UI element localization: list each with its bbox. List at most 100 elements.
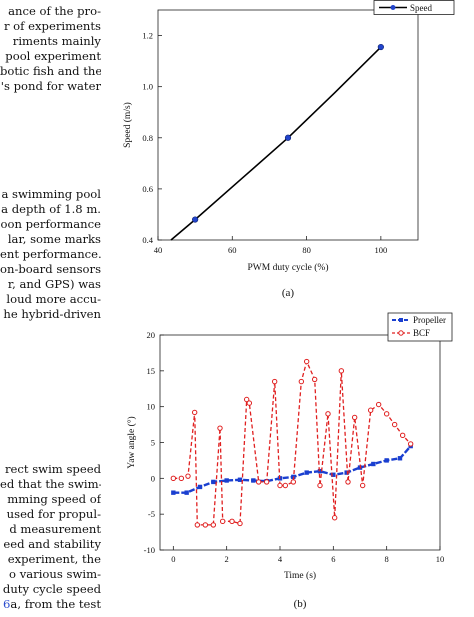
bcf-data-point — [194, 522, 201, 528]
y-tick-label: 0.6 — [142, 184, 153, 194]
bcf-data-point — [243, 396, 250, 403]
bcf-data-point — [229, 518, 235, 525]
text-line: ed that the swim- — [0, 477, 101, 491]
propeller-data-point — [197, 484, 203, 490]
bcf-data-point — [255, 479, 262, 485]
yaw-angle-chart: 0 2 4 6 8 10 -10 -5 0 5 10 15 20 Time (s) Yaw angle (°… — [126, 312, 453, 610]
panel-caption-a: (a) — [282, 287, 295, 299]
text-line: used for propul- — [6, 507, 101, 521]
y-axis-label: Yaw angle (°) — [126, 416, 137, 468]
body-text-block-1: ance of the pro- r of experiments riment… — [0, 4, 101, 94]
text-line: 6a, from the test — [0, 597, 101, 612]
bcf-data-point — [271, 378, 278, 385]
bcf-data-point — [407, 441, 414, 447]
plot-frame — [159, 334, 441, 551]
legend-label-bcf: BCF — [413, 328, 430, 338]
text-line-rest: a, from the test — [10, 597, 101, 611]
propeller-data-point — [384, 458, 389, 463]
text-line: loud more accu- — [6, 292, 101, 306]
y-tick-label: 15 — [147, 366, 156, 376]
text-line: d measurement — [9, 522, 101, 536]
legend-marker-bcf — [398, 330, 404, 336]
propeller-data-point — [371, 461, 376, 467]
text-line: on-board sensors — [0, 262, 101, 276]
figure-panel-b: 0 2 4 6 8 10 -10 -5 0 5 10 15 20 Time (s) Yaw angle (°… — [110, 305, 474, 613]
bcf-data-point — [210, 522, 217, 528]
bcf-series-line — [173, 359, 412, 526]
x-axis-label: Time (s) — [284, 570, 316, 581]
x-tick-label: 60 — [228, 245, 237, 255]
propeller-data-point — [211, 479, 216, 485]
bcf-data-point — [282, 482, 289, 489]
y-tick-label: 5 — [151, 438, 155, 448]
text-line: eed and stability — [3, 537, 101, 551]
x-tick-label: 80 — [302, 245, 311, 255]
propeller-data-point — [224, 478, 229, 483]
y-tick-label: -5 — [148, 509, 155, 519]
bcf-data-point — [298, 378, 305, 385]
bcf-data-point — [351, 414, 358, 421]
bcf-data-point — [290, 479, 297, 485]
bcf-data-point — [383, 411, 390, 417]
y-tick-label: -10 — [144, 545, 155, 555]
speed-fit-line — [170, 46, 382, 241]
legend-box — [387, 312, 453, 342]
text-line: a swimming pool — [1, 187, 101, 201]
text-line: oon performance — [0, 217, 101, 231]
chart-legend: Propeller BCF — [387, 312, 453, 342]
bcf-data-point — [170, 475, 177, 482]
text-line: ance of the pro- — [8, 4, 101, 18]
bcf-data-point — [217, 425, 223, 431]
figure-panel-a: 40 60 80 100 0.4 0.6 0.8 1.0 1.2 PWM duty cycle (… — [110, 0, 474, 305]
x-tick-label: 40 — [154, 245, 163, 255]
bcf-data-point — [338, 368, 345, 374]
bcf-data-point — [317, 482, 323, 489]
x-tick-label: 2 — [225, 554, 229, 564]
text-line: experiment, the — [7, 552, 101, 566]
text-line: mming speed of — [7, 492, 101, 506]
propeller-data-point — [171, 490, 176, 495]
figure-reference-link[interactable]: 6 — [3, 597, 11, 611]
text-line: r of experiments — [3, 19, 101, 33]
bcf-data-point — [399, 432, 406, 439]
x-tick-label: 100 — [374, 245, 387, 255]
text-line: pool experiment — [5, 49, 101, 63]
bcf-data-point — [391, 421, 398, 428]
x-tick-label: 0 — [171, 554, 175, 564]
text-line: a depth of 1.8 m. — [1, 202, 101, 216]
y-axis-label: Speed (m/s) — [122, 102, 133, 148]
y-tick-label: 0 — [151, 473, 155, 483]
propeller-data-point — [184, 490, 189, 495]
speed-chart: 40 60 80 100 0.4 0.6 0.8 1.0 1.2 PWM duty cycle (… — [122, 0, 455, 299]
legend-box — [373, 0, 455, 15]
bcf-data-point — [246, 400, 253, 406]
text-line: ent performance. — [0, 247, 101, 261]
propeller-data-point — [344, 470, 349, 475]
bcf-data-point — [237, 520, 243, 527]
text-line: he hybrid-driven — [3, 307, 101, 321]
y-tick-label: 0.8 — [142, 133, 153, 143]
bcf-data-point — [202, 522, 209, 528]
x-tick-label: 10 — [436, 554, 445, 564]
bcf-data-point — [359, 482, 366, 489]
y-tick-label: 20 — [147, 330, 156, 340]
bcf-data-point — [375, 401, 382, 408]
bcf-data-point — [311, 376, 318, 383]
body-text-block-2: a swimming pool a depth of 1.8 m. oon pe… — [0, 187, 101, 322]
x-tick-label: 8 — [385, 554, 389, 564]
propeller-data-point — [317, 468, 323, 474]
y-tick-label: 1.2 — [142, 31, 153, 41]
speed-data-point — [192, 216, 199, 223]
panel-caption-b: (b) — [294, 598, 307, 610]
speed-data-point — [377, 43, 384, 51]
y-tick-label: 0.4 — [142, 235, 153, 245]
legend-label-speed: Speed — [410, 3, 432, 13]
text-line: duty cycle speed — [2, 582, 101, 596]
plot-frame — [157, 9, 419, 241]
x-tick-label: 4 — [278, 554, 283, 564]
propeller-data-point — [304, 470, 309, 475]
bcf-data-point — [277, 482, 283, 489]
legend-marker-propeller — [399, 318, 403, 322]
bcf-data-point — [185, 473, 191, 479]
speed-data-point — [284, 134, 292, 141]
